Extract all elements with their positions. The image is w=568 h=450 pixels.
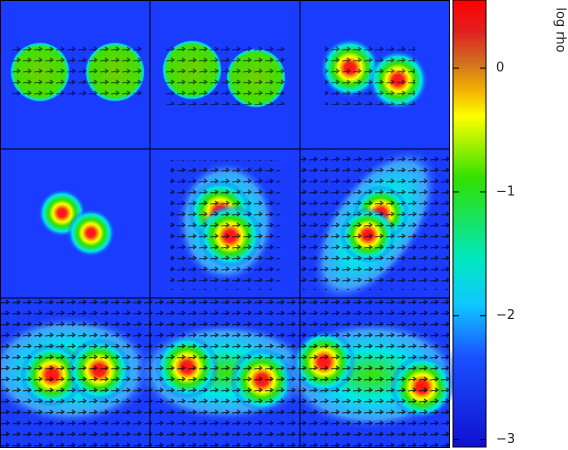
velocity-arrows [300, 150, 450, 290]
panel-frame [0, 0, 450, 448]
velocity-arrows [12, 45, 142, 100]
tick-label: −2 [496, 308, 515, 323]
panels [0, 0, 462, 448]
tick-label: −3 [496, 432, 515, 447]
velocity-arrows [170, 160, 280, 290]
velocity-arrows [0, 298, 450, 448]
velocity-arrows [165, 45, 285, 105]
tick-label: 0 [496, 61, 504, 76]
colorbar-label: log rho [553, 7, 568, 52]
colorbar [452, 0, 487, 448]
tick-label: −1 [496, 184, 515, 199]
velocity-arrows [325, 45, 415, 105]
blob [67, 209, 115, 257]
